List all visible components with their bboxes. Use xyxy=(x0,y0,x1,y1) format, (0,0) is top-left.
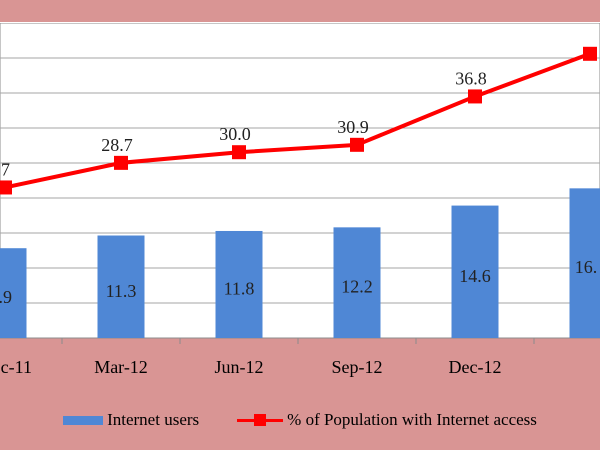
bar-labels: .9 11.3 11.8 12.2 14.6 16. xyxy=(0,257,597,307)
bar-data-label: .9 xyxy=(0,287,12,307)
bar xyxy=(215,230,263,338)
top-divider xyxy=(0,22,600,23)
bar xyxy=(97,235,145,338)
line-data-label: 36.8 xyxy=(455,68,487,88)
bar xyxy=(333,227,381,338)
line-data-label: 30.9 xyxy=(337,117,369,137)
bar-series xyxy=(0,188,600,338)
x-axis-ticks: c-11 Mar-12 Jun-12 Sep-12 Dec-12 xyxy=(1,357,502,377)
plot-area xyxy=(0,22,600,339)
legend-entry-population-access: % of Population with Internet access xyxy=(237,410,537,430)
line-marker xyxy=(468,89,482,104)
legend-swatch-bar xyxy=(63,415,104,425)
legend-label-population-access: % of Population with Internet access xyxy=(287,410,537,429)
legend-label-internet-users: Internet users xyxy=(107,410,200,429)
x-tick-label: Jun-12 xyxy=(215,357,264,377)
line-marker xyxy=(114,155,128,170)
bar xyxy=(451,205,499,338)
bar-data-label: 11.8 xyxy=(224,278,255,298)
x-tick-label: Mar-12 xyxy=(94,357,148,377)
x-tick-label: c-11 xyxy=(1,357,32,377)
x-tick-label: Dec-12 xyxy=(449,357,502,377)
bar-data-label: 12.2 xyxy=(341,277,373,297)
line-data-label: 30.0 xyxy=(219,124,251,144)
line-data-label: 28.7 xyxy=(101,135,133,155)
legend: Internet users % of Population with Inte… xyxy=(0,402,600,438)
line-marker xyxy=(0,180,12,195)
bar xyxy=(0,248,27,338)
legend-swatch-line xyxy=(237,414,284,426)
line-path xyxy=(4,51,591,190)
line-series xyxy=(0,46,597,195)
bar-data-label: 14.6 xyxy=(459,266,491,286)
top-band xyxy=(0,0,600,22)
bar xyxy=(569,188,600,338)
line-marker xyxy=(583,46,597,61)
bar-data-label: 11.3 xyxy=(106,281,137,301)
bar-data-label: 16. xyxy=(575,257,598,277)
line-labels: 7 28.7 30.0 30.9 36.8 xyxy=(1,68,487,179)
line-marker xyxy=(232,145,246,160)
line-data-label: 7 xyxy=(1,159,10,179)
line-marker xyxy=(350,137,364,152)
legend-entry-internet-users: Internet users xyxy=(63,410,199,430)
x-tick-label: Sep-12 xyxy=(332,357,383,377)
